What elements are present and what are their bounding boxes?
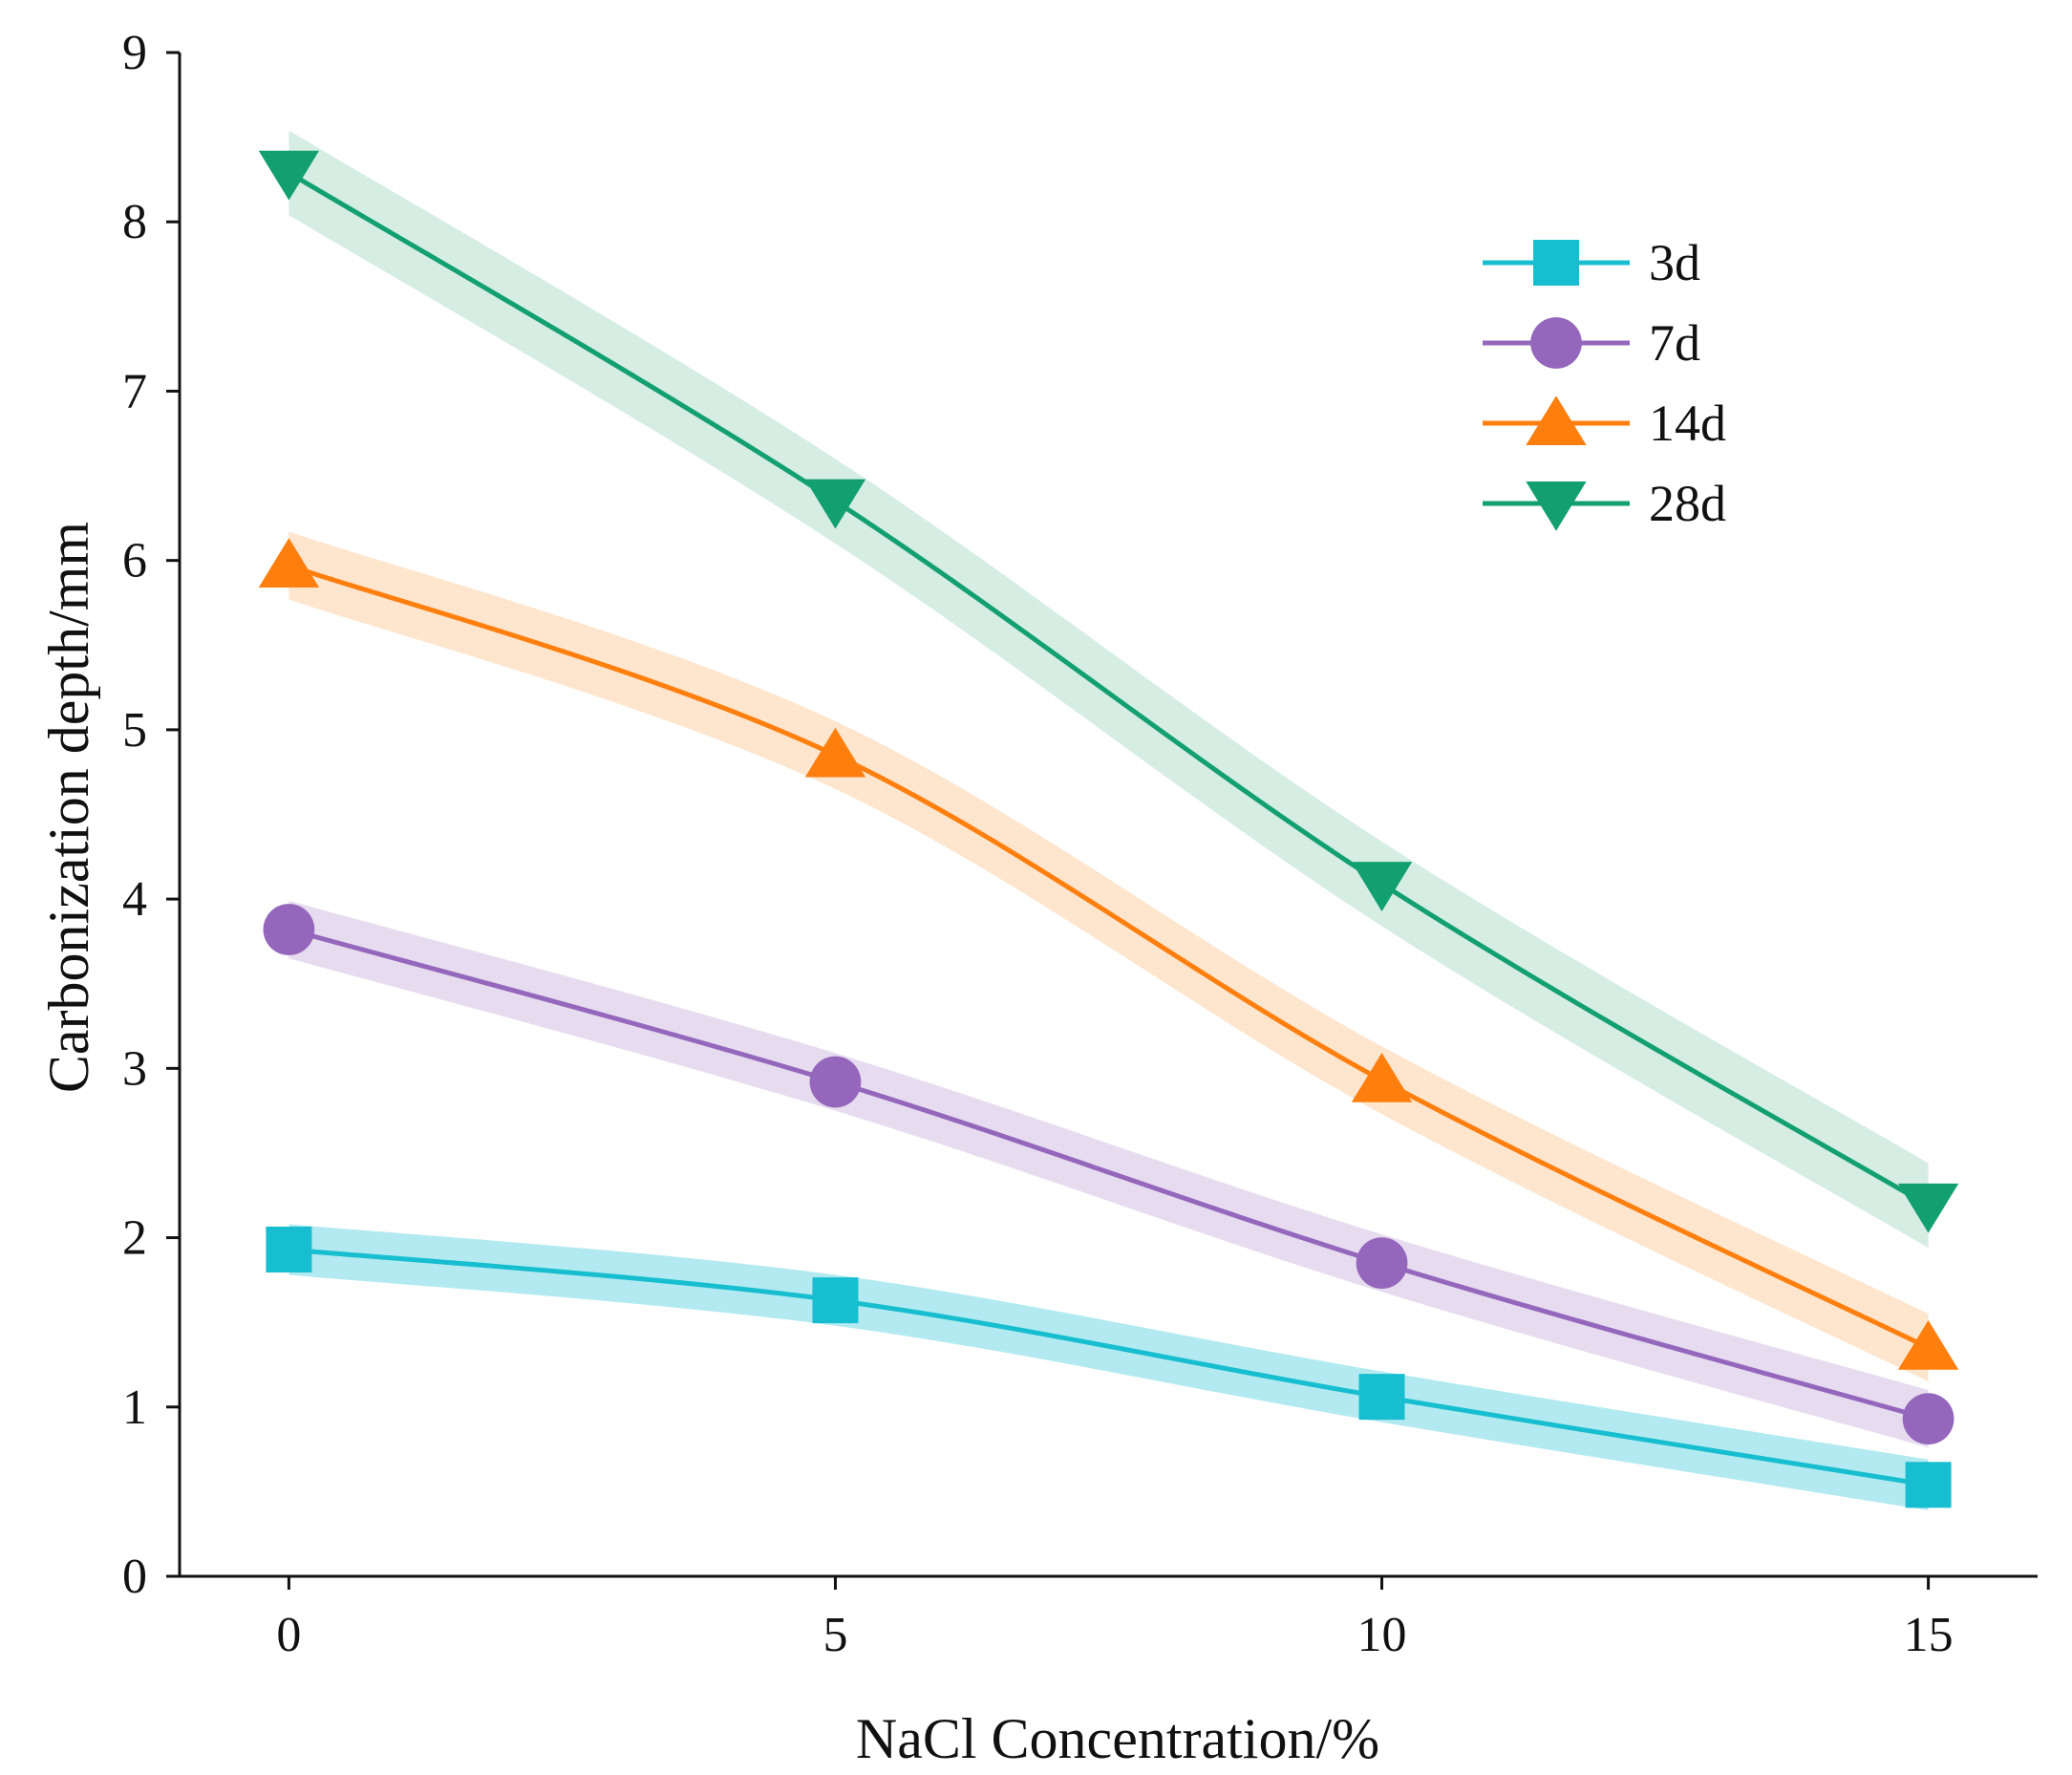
line-14d <box>288 563 1930 1350</box>
y-tick-label: 9 <box>122 26 147 80</box>
marker-7d-x5 <box>809 1056 862 1108</box>
legend-label-7d: 7d <box>1649 314 1700 372</box>
y-ticks: 0 1 2 3 4 5 6 7 8 9 <box>122 26 180 1604</box>
x-tick-label: 5 <box>822 1608 847 1662</box>
legend-marker-3d <box>1533 240 1579 286</box>
marker-3d-x5 <box>812 1277 859 1324</box>
marker-28d-x10 <box>1351 862 1413 911</box>
x-tick-label: 15 <box>1904 1608 1954 1662</box>
series-lines <box>288 170 1930 1487</box>
y-tick-label: 2 <box>122 1211 147 1266</box>
legend-marker-14d <box>1526 396 1587 446</box>
x-ticks: 0 5 10 15 <box>276 1576 1954 1662</box>
legend-label-28d: 28d <box>1649 475 1726 532</box>
marker-7d-x15 <box>1902 1393 1955 1445</box>
marker-3d-x10 <box>1358 1374 1405 1421</box>
band-28d <box>288 130 1929 1249</box>
band-14d <box>288 531 1929 1382</box>
legend-marker-7d <box>1530 317 1582 369</box>
marker-7d-x10 <box>1356 1237 1408 1290</box>
x-axis-title: NaCl Concentration/% <box>856 1707 1379 1770</box>
band-3d <box>288 1224 1929 1510</box>
marker-28d-x5 <box>804 479 866 529</box>
x-tick-label: 10 <box>1357 1608 1407 1662</box>
series-markers <box>258 150 1959 1508</box>
y-tick-label: 3 <box>122 1041 147 1096</box>
marker-14d-x15 <box>1897 1319 1959 1370</box>
marker-3d-x15 <box>1905 1462 1952 1508</box>
marker-14d-x5 <box>804 727 866 778</box>
axes <box>178 53 2038 1578</box>
y-tick-label: 0 <box>122 1550 147 1604</box>
y-tick-label: 6 <box>122 534 147 588</box>
y-axis-title: Carbonization depth/mm <box>37 522 100 1093</box>
line-28d <box>288 170 1930 1208</box>
marker-28d-x0 <box>258 150 320 201</box>
marker-14d-x10 <box>1351 1052 1413 1102</box>
marker-3d-x0 <box>266 1226 312 1272</box>
legend-marker-28d <box>1526 481 1587 531</box>
legend: 3d 7d 14d 28d <box>1483 234 1726 532</box>
marker-7d-x0 <box>263 904 315 955</box>
marker-14d-x0 <box>258 538 320 588</box>
x-tick-label: 0 <box>276 1608 301 1662</box>
legend-label-14d: 14d <box>1649 395 1726 452</box>
legend-label-3d: 3d <box>1649 234 1700 291</box>
line-7d <box>288 927 1930 1422</box>
y-tick-label: 7 <box>122 364 147 418</box>
y-tick-label: 1 <box>122 1380 147 1435</box>
y-tick-label: 4 <box>122 872 147 927</box>
y-tick-label: 8 <box>122 195 147 249</box>
marker-28d-x15 <box>1897 1183 1959 1233</box>
y-tick-label: 5 <box>122 703 147 758</box>
line-3d <box>288 1247 1929 1487</box>
